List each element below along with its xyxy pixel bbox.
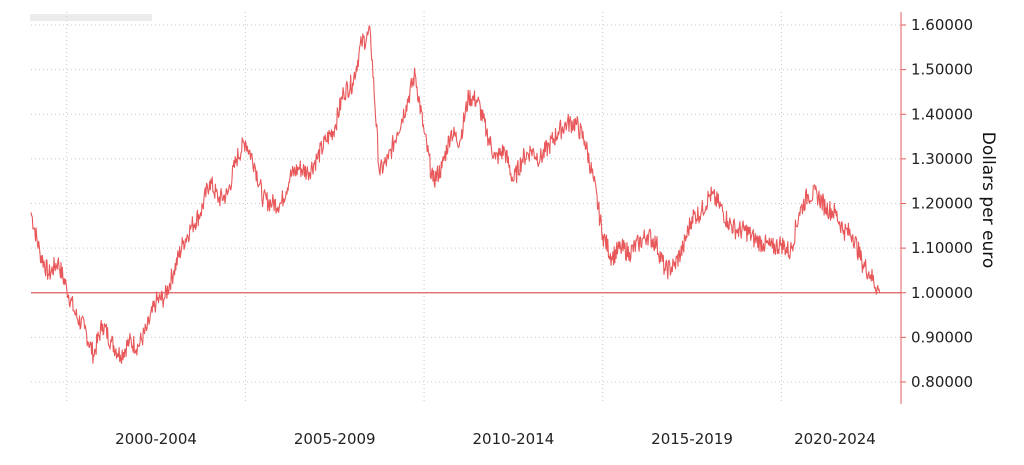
- y-tick-label: 1.60000: [911, 16, 973, 34]
- x-tick-label: 2010-2014: [473, 430, 555, 448]
- y-tick-label: 1.20000: [911, 195, 973, 213]
- y-tick-label: 1.30000: [911, 150, 973, 168]
- y-tick-label: 0.80000: [911, 373, 973, 391]
- y-tick-label: 0.90000: [911, 328, 973, 346]
- y-axis-label: Dollars per euro: [978, 132, 998, 269]
- x-tick-label: 2020-2024: [794, 430, 876, 448]
- x-tick-label: 2005-2009: [294, 430, 376, 448]
- x-tick-label: 2000-2004: [115, 430, 197, 448]
- series-line: [30, 25, 881, 364]
- grid: [31, 12, 901, 404]
- y-tick-label: 1.40000: [911, 105, 973, 123]
- y-tick-label: 1.10000: [911, 239, 973, 257]
- y-tick-label: 1.50000: [911, 61, 973, 79]
- x-tick-label: 2015-2019: [651, 430, 733, 448]
- y-tick-label: 1.00000: [911, 284, 973, 302]
- title-placeholder-bar: [30, 14, 152, 21]
- y-ticks: 1.60000 1.50000 1.40000 1.30000 1.20000 1.100…: [901, 16, 973, 391]
- x-ticks: 2000-2004 2005-2009 2010-2014 2015-2019 2020…: [115, 430, 876, 448]
